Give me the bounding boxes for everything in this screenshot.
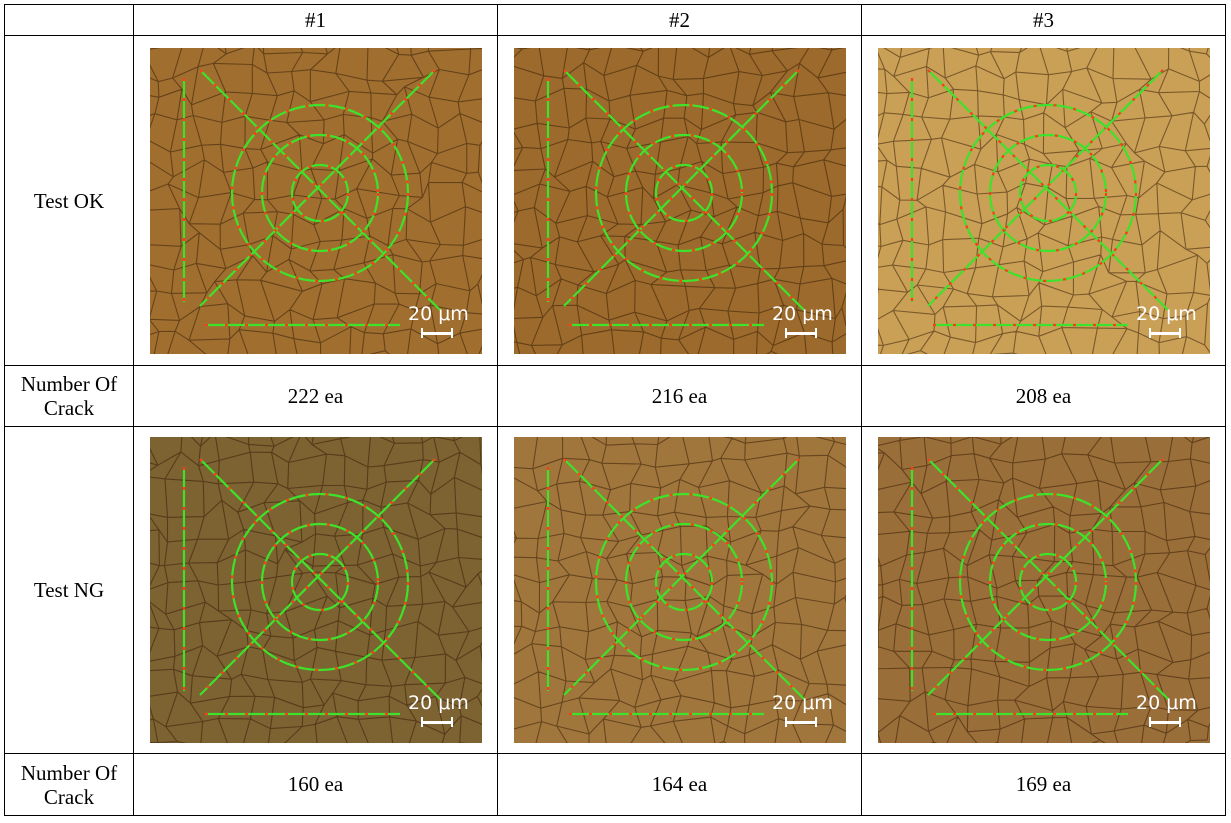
substrate <box>513 437 846 743</box>
scale-bar-end <box>784 327 787 338</box>
scale-label: 20 μm <box>772 303 833 325</box>
cracks <box>877 47 1210 354</box>
scale-bar-end <box>420 717 423 727</box>
scale-label: 20 μm <box>408 692 469 714</box>
count-cell: 160 ea <box>133 753 498 816</box>
pattern-defect <box>562 458 805 700</box>
pattern-line <box>198 68 436 307</box>
pattern-defect <box>958 103 1137 282</box>
pattern-defect <box>926 68 1169 311</box>
scale-label: 20 μm <box>772 692 833 714</box>
scale-bar <box>1149 331 1180 335</box>
substrate <box>877 47 1210 354</box>
cracks <box>513 437 846 743</box>
image-cell: 20 μm <box>133 426 498 754</box>
row-label: Test OK <box>4 35 134 366</box>
scale-bar-end <box>784 717 787 727</box>
scale-bar-end <box>1148 717 1151 727</box>
pattern-line <box>926 68 1164 307</box>
scale-label: 20 μm <box>1136 303 1197 325</box>
scale-bar <box>421 331 452 335</box>
micrograph: 20 μm <box>149 47 482 354</box>
pattern-defect <box>654 552 713 612</box>
scale-bar-end <box>450 717 453 727</box>
image-row: Test NG 20 μm 20 μm 20 μm <box>4 426 1226 754</box>
scale-bar-end <box>814 717 817 727</box>
scale-label: 20 μm <box>1136 692 1197 714</box>
scale-bar-end <box>1178 327 1181 338</box>
scale-bar-end <box>814 327 817 338</box>
image-cell: 20 μm <box>497 426 862 754</box>
count-row: Number Of Crack 222 ea 216 ea 208 ea <box>4 365 1226 427</box>
scale-label: 20 μm <box>408 303 469 325</box>
image-cell: 20 μm <box>861 426 1226 754</box>
micrograph: 20 μm <box>877 437 1210 743</box>
corner-cell <box>4 4 134 36</box>
count-cell: 208 ea <box>861 365 1226 427</box>
pattern-defect <box>988 522 1107 642</box>
cracks <box>513 47 846 354</box>
scale-bar <box>1149 721 1180 724</box>
count-cell: 164 ea <box>497 753 862 816</box>
column-header: #2 <box>497 4 862 36</box>
pattern-defect <box>926 458 1169 700</box>
count-cell: 222 ea <box>133 365 498 427</box>
pattern-defect <box>958 492 1137 672</box>
cracks <box>149 437 482 743</box>
micrograph: 20 μm <box>149 437 482 743</box>
pattern-defect <box>290 552 349 612</box>
column-header: #3 <box>861 4 1226 36</box>
column-header: #1 <box>133 4 498 36</box>
pattern-defect <box>988 133 1107 252</box>
scale-bar-end <box>1148 327 1151 338</box>
pattern-defect <box>1018 552 1077 612</box>
substrate <box>513 47 846 354</box>
micrograph: 20 μm <box>513 437 846 743</box>
pattern-defect <box>230 492 409 672</box>
substrate <box>149 47 482 354</box>
scale-bar-end <box>450 327 453 338</box>
pattern-line <box>562 458 800 696</box>
image-cell: 20 μm <box>497 35 862 366</box>
pattern-defect <box>198 68 441 311</box>
pattern-defect <box>594 492 773 672</box>
count-cell: 216 ea <box>497 365 862 427</box>
pattern-defect <box>290 163 349 222</box>
pattern-defect <box>198 458 441 700</box>
pattern-line <box>926 458 1164 696</box>
pattern-line <box>562 68 800 307</box>
pattern-defect <box>230 103 409 282</box>
scale-bar <box>785 721 816 724</box>
pattern-defect <box>260 133 379 252</box>
count-row: Number Of Crack 160 ea 164 ea 169 ea <box>4 753 1226 816</box>
pattern-defect <box>260 522 379 642</box>
scale-bar-end <box>420 327 423 338</box>
pattern-defect <box>594 103 773 282</box>
image-cell: 20 μm <box>133 35 498 366</box>
pattern-defect <box>562 68 805 311</box>
scale-bar-end <box>1178 717 1181 727</box>
image-cell: 20 μm <box>861 35 1226 366</box>
row-label: Number Of Crack <box>4 365 134 427</box>
pattern-defect <box>654 163 713 222</box>
micrograph: 20 μm <box>513 47 846 354</box>
scale-bar <box>421 721 452 724</box>
micrograph: 20 μm <box>877 47 1210 354</box>
count-cell: 169 ea <box>861 753 1226 816</box>
scale-bar <box>785 331 816 335</box>
header-row: #1 #2 #3 <box>4 4 1226 36</box>
pattern-defect <box>624 133 743 252</box>
pattern-line <box>198 458 436 696</box>
image-row: Test OK 20 μm 20 μm 20 μm <box>4 35 1226 366</box>
results-table: #1 #2 #3 Test OK 20 μm 20 μm 20 μm Numbe… <box>4 4 1226 816</box>
row-label: Number Of Crack <box>4 753 134 816</box>
substrate <box>149 437 482 743</box>
pattern-defect <box>1018 163 1077 222</box>
row-label: Test NG <box>4 426 134 754</box>
pattern-defect <box>624 522 743 642</box>
